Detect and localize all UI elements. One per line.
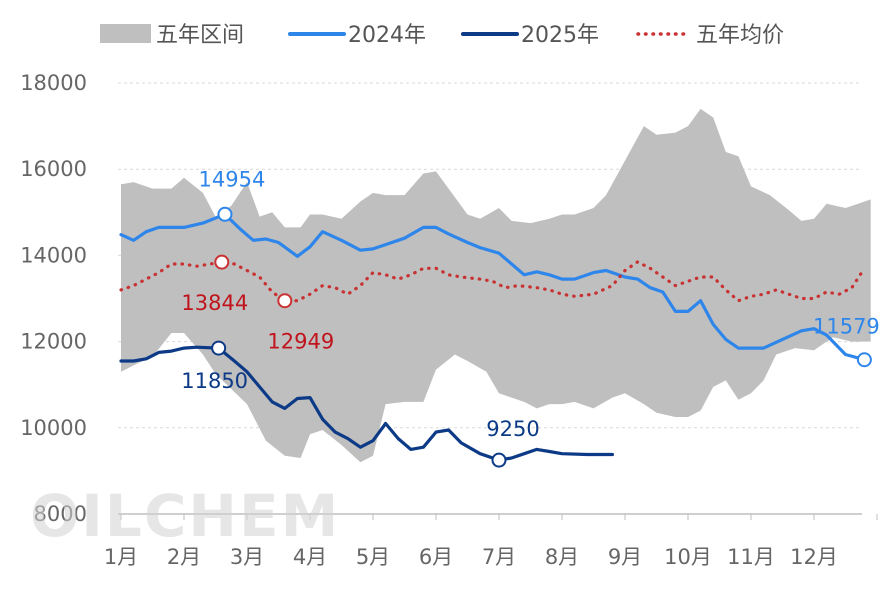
series-lines [119, 212, 867, 462]
series-line-2 [119, 345, 615, 462]
x-tick-label-10: 10月 [664, 545, 712, 569]
data-label-11850: 11850 [181, 369, 248, 393]
legend-label-4: 五年均价 [696, 23, 784, 48]
marker-1-1 [217, 206, 233, 222]
series-line-3 [119, 260, 867, 303]
marker-1-2 [856, 352, 872, 368]
x-tick-label-9: 9月 [608, 545, 642, 569]
legend: 五年区间 2024年 2025年 五年均价 [100, 23, 784, 48]
x-axis: 1月 2月 3月 4月 5月 6月 7月 8月 9月 10月 11月 12月 [104, 513, 878, 569]
legend-swatch-area [100, 24, 151, 43]
x-tick-label-1: 1月 [104, 545, 138, 569]
marker-3-1 [214, 254, 230, 270]
marker-2-1 [211, 340, 227, 356]
y-tick-label-18000: 18000 [20, 71, 87, 95]
y-tick-label-16000: 16000 [20, 157, 87, 181]
data-label-markers: 14954 11579 11850 9250 13844 12949 [181, 167, 880, 468]
x-tick-label-12: 12月 [790, 545, 838, 569]
five-year-range-area [121, 108, 871, 463]
marker-2-2 [491, 452, 507, 468]
x-tick-label-11: 11月 [727, 545, 775, 569]
marker-3-2 [277, 293, 293, 309]
data-label-12949: 12949 [267, 330, 334, 354]
x-tick-label-8: 8月 [545, 545, 579, 569]
y-tick-label-12000: 12000 [20, 330, 87, 354]
x-tick-label-3: 3月 [230, 545, 264, 569]
data-label-9250: 9250 [486, 417, 539, 441]
data-label-13844: 13844 [181, 291, 248, 315]
legend-label-2: 2024年 [348, 23, 426, 48]
x-tick-label-4: 4月 [293, 545, 327, 569]
data-label-14954: 14954 [199, 167, 266, 191]
x-tick-label-5: 5月 [356, 545, 390, 569]
x-tick-label-2: 2月 [167, 545, 201, 569]
legend-label-3: 2025年 [521, 23, 599, 48]
y-tick-label-8000: 8000 [34, 502, 87, 526]
legend-label-1: 五年区间 [156, 23, 244, 48]
y-axis: 8000 10000 12000 14000 16000 18000 [20, 71, 87, 526]
y-tick-label-10000: 10000 [20, 416, 87, 440]
watermark: OILCHEM [30, 482, 340, 550]
x-tick-label-7: 7月 [482, 545, 516, 569]
data-label-11579: 11579 [813, 315, 880, 339]
x-tick-label-6: 6月 [419, 545, 453, 569]
y-tick-label-14000: 14000 [20, 243, 87, 267]
series-line-1 [119, 212, 867, 362]
